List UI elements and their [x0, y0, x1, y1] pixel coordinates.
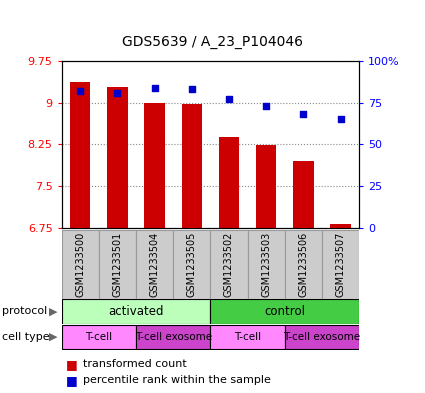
Bar [144, 103, 165, 228]
Text: GSM1233500: GSM1233500 [75, 231, 85, 297]
Text: transformed count: transformed count [83, 359, 187, 369]
Bar [256, 145, 276, 228]
Bar [173, 230, 210, 299]
Bar [107, 87, 127, 228]
Text: GSM1233504: GSM1233504 [150, 231, 160, 297]
Bar [330, 224, 351, 228]
Bar [210, 299, 359, 324]
Bar [181, 105, 202, 228]
Bar [285, 230, 322, 299]
Text: ▶: ▶ [49, 332, 57, 342]
Point [114, 90, 121, 96]
Text: GSM1233507: GSM1233507 [335, 231, 346, 297]
Text: GSM1233506: GSM1233506 [298, 231, 309, 297]
Text: T-cell exosome: T-cell exosome [135, 332, 212, 342]
Text: GSM1233501: GSM1233501 [112, 231, 122, 297]
Text: ▶: ▶ [49, 307, 57, 316]
Bar [293, 161, 314, 228]
Bar [99, 230, 136, 299]
Bar [62, 325, 136, 349]
Bar [210, 230, 247, 299]
Text: GDS5639 / A_23_P104046: GDS5639 / A_23_P104046 [122, 35, 303, 49]
Bar [285, 325, 359, 349]
Point [151, 84, 158, 91]
Bar [219, 137, 239, 228]
Text: activated: activated [108, 305, 164, 318]
Text: T-cell: T-cell [85, 332, 112, 342]
Text: percentile rank within the sample: percentile rank within the sample [83, 375, 271, 385]
Text: GSM1233502: GSM1233502 [224, 231, 234, 297]
Bar [136, 230, 173, 299]
Text: T-cell: T-cell [234, 332, 261, 342]
Text: T-cell exosome: T-cell exosome [283, 332, 360, 342]
Point [263, 103, 269, 109]
Bar [210, 325, 285, 349]
Bar [62, 299, 210, 324]
Text: ■: ■ [66, 358, 78, 371]
Point [226, 96, 232, 103]
Point [188, 86, 195, 92]
Bar [136, 325, 210, 349]
Text: cell type: cell type [2, 332, 50, 342]
Bar [70, 81, 91, 228]
Bar [62, 230, 99, 299]
Text: control: control [264, 305, 305, 318]
Text: ■: ■ [66, 374, 78, 387]
Point [337, 116, 344, 123]
Text: GSM1233503: GSM1233503 [261, 231, 271, 297]
Bar [247, 230, 285, 299]
Point [77, 88, 84, 94]
Point [300, 111, 307, 118]
Text: protocol: protocol [2, 307, 47, 316]
Bar [322, 230, 359, 299]
Text: GSM1233505: GSM1233505 [187, 231, 197, 297]
